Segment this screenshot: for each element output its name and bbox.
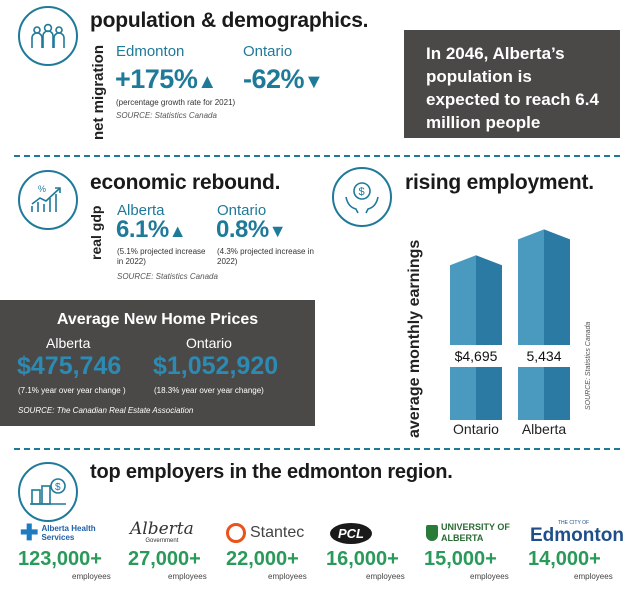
svg-text:%: % xyxy=(38,184,46,194)
callout-text: In 2046, Alberta’s population is expecte… xyxy=(426,44,599,132)
up-arrow-icon: ▲ xyxy=(168,221,187,241)
people-group-icon xyxy=(18,6,78,66)
up-arrow-icon: ▲ xyxy=(197,71,217,93)
home-alberta-note: (7.1% year over year change ) xyxy=(18,386,126,395)
net-migration-label: net migration xyxy=(90,44,107,140)
home-prices-panel: Average New Home Prices Alberta Ontario … xyxy=(0,300,315,426)
down-arrow-icon: ▼ xyxy=(304,71,324,93)
home-alberta-price: $475,746 xyxy=(17,352,122,380)
edmonton-migration-value: +175%▲ xyxy=(115,64,217,94)
edmonton-logo: THE CITY OF Edmonton xyxy=(530,520,624,546)
gov-employee-count: 27,000+ xyxy=(128,548,201,570)
hands-dollar-icon: $ xyxy=(332,167,392,227)
employment-title: rising employment. xyxy=(405,171,594,194)
crest-icon xyxy=(426,525,438,541)
svg-text:$: $ xyxy=(359,186,365,198)
home-prices-source: SOURCE: The Canadian Real Estate Associa… xyxy=(18,406,194,415)
section-divider xyxy=(14,448,620,450)
value-label: 5,434 xyxy=(526,348,561,364)
population-title: population & demographics. xyxy=(90,9,369,32)
pcl-employee-count: 16,000+ xyxy=(326,548,399,570)
earnings-axis-label: average monthly earnings xyxy=(406,239,423,438)
gdp-alberta-note: (5.1% projected increase in 2022) xyxy=(117,247,206,266)
earnings-chart: $4,695 Ontario 5,434 Alberta xyxy=(442,229,578,437)
section-divider xyxy=(14,155,620,157)
stantec-logo: Stantec xyxy=(226,520,304,546)
pcl-logo: PCL xyxy=(330,520,372,546)
employees-label: employees xyxy=(72,572,111,581)
category-label: Alberta xyxy=(522,421,567,437)
down-arrow-icon: ▼ xyxy=(268,221,287,241)
buildings-money-icon: $ xyxy=(18,462,78,522)
economy-source: SOURCE: Statistics Canada xyxy=(117,272,218,281)
home-ontario-label: Ontario xyxy=(186,335,232,351)
home-ontario-price: $1,052,920 xyxy=(153,352,279,380)
employees-label: employees xyxy=(268,572,307,581)
bar-alberta xyxy=(518,229,570,420)
economy-title: economic rebound. xyxy=(90,171,281,194)
alberta-gov-logo: Alberta Government xyxy=(130,519,194,544)
bar-ontario xyxy=(450,255,502,420)
ontario-label: Ontario xyxy=(243,43,293,60)
employees-label: employees xyxy=(470,572,509,581)
employers-title: top employers in the edmonton region. xyxy=(90,461,453,483)
employees-label: employees xyxy=(168,572,207,581)
growth-chart-icon: % xyxy=(18,170,78,230)
cross-icon: ✚ xyxy=(20,520,39,545)
value-label-box xyxy=(442,345,510,367)
uofa-logo: UNIVERSITY OF ALBERTA xyxy=(426,520,523,546)
gdp-ontario-value: 0.8%▼ xyxy=(216,216,287,243)
gdp-alberta-label: Alberta xyxy=(117,202,165,219)
home-alberta-label: Alberta xyxy=(46,335,91,351)
ahs-employee-count: 123,000+ xyxy=(18,548,102,570)
gdp-alberta-value: 6.1%▲ xyxy=(116,216,187,243)
employment-source: SOURCE: Statistics Canada xyxy=(585,321,592,410)
gdp-ontario-note: (4.3% projected increase in 2022) xyxy=(217,247,314,266)
real-gdp-label: real gdp xyxy=(88,205,104,260)
uofa-employee-count: 15,000+ xyxy=(424,548,497,570)
svg-text:$: $ xyxy=(55,482,61,493)
home-prices-title: Average New Home Prices xyxy=(56,311,259,328)
population-source: SOURCE: Statistics Canada xyxy=(116,111,217,120)
gdp-ontario-label: Ontario xyxy=(217,202,267,219)
ontario-migration-value: -62%▼ xyxy=(243,64,324,94)
edmonton-employee-count: 14,000+ xyxy=(528,548,601,570)
stantec-mark-icon xyxy=(226,523,246,543)
category-label: Ontario xyxy=(453,421,499,437)
home-ontario-note: (18.3% year over year change) xyxy=(154,386,264,395)
employees-label: employees xyxy=(574,572,613,581)
ahs-logo: ✚ Alberta Health Services xyxy=(20,520,96,545)
value-label-box xyxy=(510,345,578,367)
alberta-callout: In 2046, Alberta’s population is expecte… xyxy=(404,30,620,138)
growth-note: (percentage growth rate for 2021) xyxy=(116,98,236,107)
stantec-employee-count: 22,000+ xyxy=(226,548,299,570)
edmonton-label: Edmonton xyxy=(116,43,185,60)
value-label: $4,695 xyxy=(455,348,498,364)
employees-label: employees xyxy=(366,572,405,581)
